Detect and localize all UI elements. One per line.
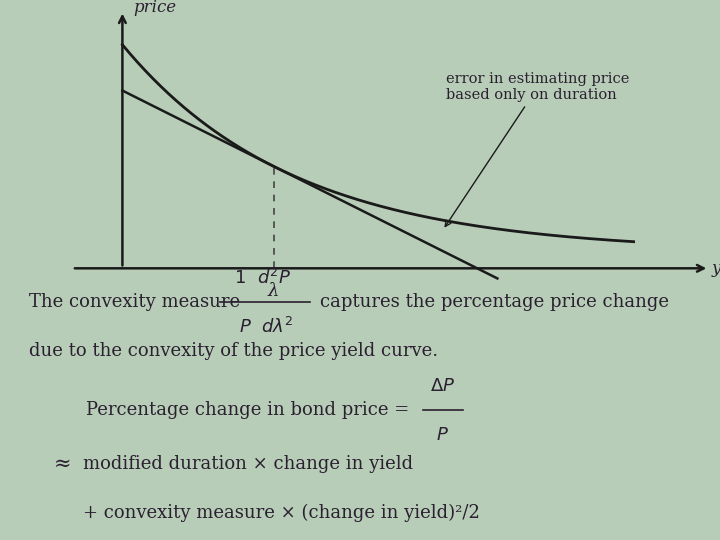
Text: captures the percentage price change: captures the percentage price change <box>320 293 670 312</box>
Text: λ: λ <box>268 282 279 300</box>
Text: + convexity measure × (change in yield)²/2: + convexity measure × (change in yield)²… <box>83 504 480 522</box>
Text: $\Delta P$: $\Delta P$ <box>431 377 455 395</box>
Text: The convexity measure: The convexity measure <box>29 293 240 312</box>
Text: Percentage change in bond price =: Percentage change in bond price = <box>86 401 410 420</box>
Text: due to the convexity of the price yield curve.: due to the convexity of the price yield … <box>29 342 438 360</box>
Text: modified duration × change in yield: modified duration × change in yield <box>83 455 413 474</box>
Text: ≈: ≈ <box>54 455 71 474</box>
Text: $P$: $P$ <box>436 426 449 444</box>
Text: $1\ \ d^2P$: $1\ \ d^2P$ <box>234 268 292 288</box>
Text: price: price <box>133 0 176 16</box>
Text: $P\ \ d\lambda^2$: $P\ \ d\lambda^2$ <box>239 316 294 337</box>
Text: yield: yield <box>711 260 720 277</box>
Text: error in estimating price
based only on duration: error in estimating price based only on … <box>445 71 630 226</box>
